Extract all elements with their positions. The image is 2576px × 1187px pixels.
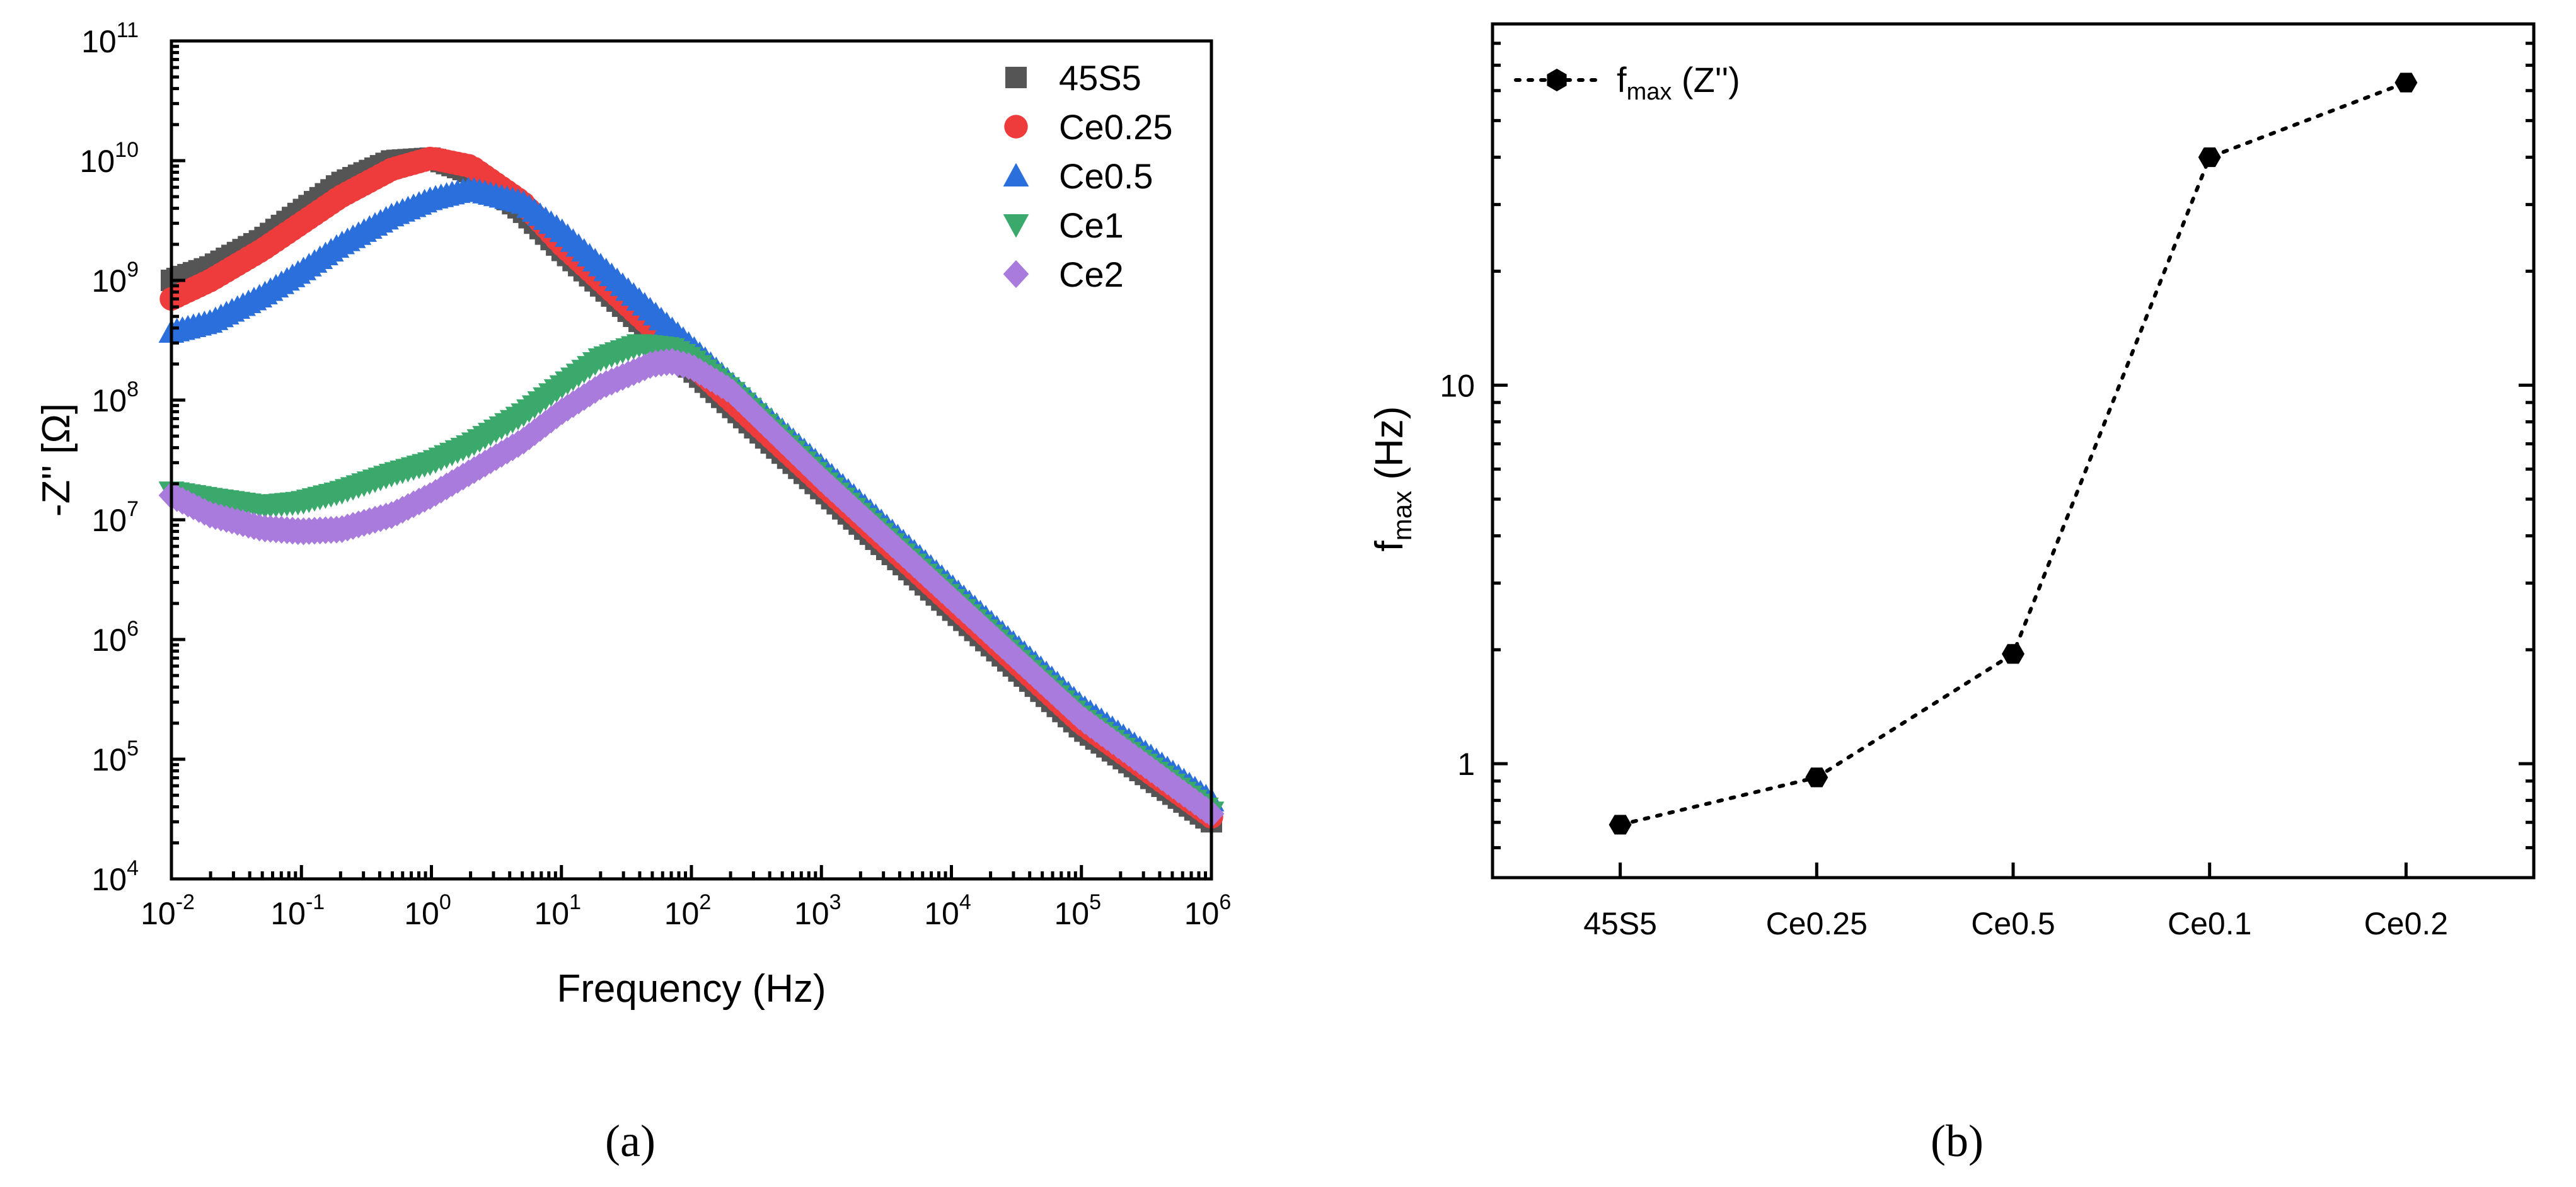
data-point — [2002, 644, 2024, 664]
chart-b-ylabel-main: f — [1368, 540, 1411, 551]
y-tick-label: 1011 — [81, 18, 139, 59]
chart-b-frame — [1491, 22, 2536, 880]
chart-b-plot-area — [1609, 72, 2418, 835]
y-tick-label: 1 — [1457, 747, 1475, 782]
x-tick-label: 104 — [924, 890, 971, 931]
chart-b-caption: (b) — [1931, 1116, 1984, 1166]
legend-marker — [1003, 214, 1029, 238]
series-Ce1 — [158, 334, 1225, 825]
legend-marker-fmax — [1547, 69, 1567, 91]
legend-label: 45S5 — [1059, 58, 1141, 98]
x-tick-label: 10-2 — [141, 890, 195, 931]
x-tick-label: Ce0.2 — [2364, 906, 2448, 941]
legend-marker — [1003, 163, 1029, 186]
x-tick-label: Ce0.1 — [2168, 906, 2251, 941]
x-tick-label: 106 — [1184, 890, 1232, 931]
x-tick-label: 45S5 — [1583, 906, 1657, 941]
chart-b-legend: fmax (Z'') — [1514, 60, 1740, 105]
chart-b-ticks: 1 10 45S5 Ce0.25 Ce0.5 Ce0.1 Ce0.2 — [1440, 42, 2534, 941]
chart-a-ylabel: -Z'' [Ω] — [35, 403, 78, 517]
legend-label-tail: (Z'') — [1672, 60, 1740, 100]
y-tick-label: 109 — [91, 258, 139, 299]
chart-a-ticks: 10-2 10-1 100 101 102 103 104 105 106 104 105 106 10… — [80, 18, 1232, 931]
legend-label: Ce1 — [1059, 205, 1124, 245]
legend-marker — [1003, 260, 1029, 289]
data-point — [2198, 147, 2221, 168]
chart-b-ylabel-sub: max — [1387, 491, 1417, 541]
y-tick-label: 105 — [91, 737, 139, 777]
x-tick-label: 10-1 — [270, 890, 325, 931]
y-tick-label: 106 — [91, 617, 139, 658]
series-line-fmax — [1618, 81, 2408, 827]
chart-a-legend: 45S5 Ce0.25 Ce0.5 Ce1 Ce2 — [1003, 58, 1173, 294]
chart-b-ylabel-tail: (Hz) — [1368, 406, 1411, 491]
y-tick-label: 107 — [91, 497, 139, 538]
y-tick-label: 1010 — [80, 138, 139, 179]
y-tick-label: 10 — [1440, 368, 1475, 403]
chart-a: 10-2 10-1 100 101 102 103 104 105 106 104 105 106 10… — [35, 18, 1231, 1166]
x-tick-label: Ce0.5 — [1971, 906, 2055, 941]
x-tick-label: 101 — [534, 890, 581, 931]
data-point — [1609, 815, 1632, 835]
chart-a-frame — [170, 39, 1213, 881]
chart-b-ylabel: fmax (Hz) — [1368, 406, 1417, 552]
x-tick-label: 100 — [404, 890, 451, 931]
legend-label-sub: max — [1627, 79, 1672, 105]
legend-label-fmax: fmax (Z'') — [1617, 60, 1740, 105]
x-tick-label: Ce0.25 — [1766, 906, 1868, 941]
legend-label: Ce0.5 — [1059, 156, 1153, 196]
legend-marker — [1005, 67, 1027, 88]
legend-label: Ce0.25 — [1059, 107, 1173, 147]
y-tick-label: 104 — [91, 856, 139, 897]
legend-label: Ce2 — [1059, 255, 1124, 294]
chart-a-plot-area — [158, 146, 1225, 833]
chart-a-caption: (a) — [605, 1116, 656, 1166]
series-Ce2 — [158, 348, 1225, 828]
data-point — [1805, 767, 1828, 788]
data-point — [2394, 72, 2418, 93]
x-tick-label: 102 — [664, 890, 712, 931]
x-tick-label: 105 — [1054, 890, 1101, 931]
x-tick-label: 103 — [794, 890, 841, 931]
y-tick-label: 108 — [91, 377, 139, 418]
legend-label-main: f — [1617, 60, 1627, 100]
legend-marker — [1004, 115, 1028, 139]
chart-a-xlabel: Frequency (Hz) — [557, 967, 826, 1011]
